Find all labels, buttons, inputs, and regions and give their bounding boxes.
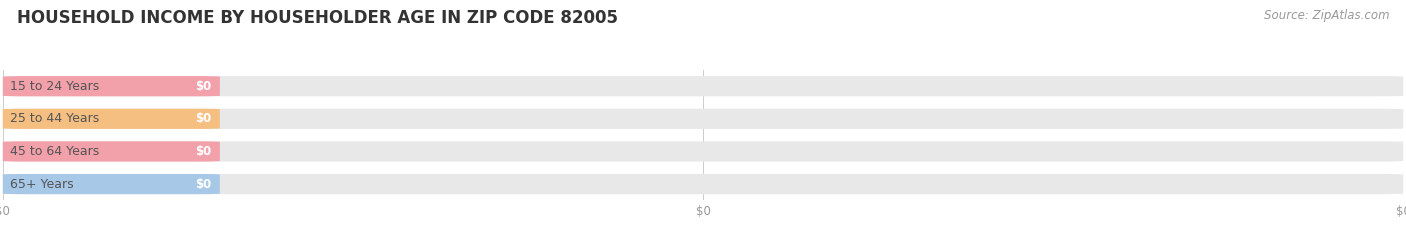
FancyBboxPatch shape xyxy=(3,109,1403,129)
Text: $0: $0 xyxy=(195,178,211,191)
FancyBboxPatch shape xyxy=(3,141,1403,161)
FancyBboxPatch shape xyxy=(3,76,219,96)
Text: Source: ZipAtlas.com: Source: ZipAtlas.com xyxy=(1264,9,1389,22)
Text: 25 to 44 Years: 25 to 44 Years xyxy=(10,112,98,125)
Text: $0: $0 xyxy=(195,80,211,93)
FancyBboxPatch shape xyxy=(3,109,219,129)
Text: HOUSEHOLD INCOME BY HOUSEHOLDER AGE IN ZIP CODE 82005: HOUSEHOLD INCOME BY HOUSEHOLDER AGE IN Z… xyxy=(17,9,617,27)
Text: 45 to 64 Years: 45 to 64 Years xyxy=(10,145,98,158)
FancyBboxPatch shape xyxy=(3,174,1403,194)
FancyBboxPatch shape xyxy=(3,174,219,194)
FancyBboxPatch shape xyxy=(3,141,219,161)
Text: 65+ Years: 65+ Years xyxy=(10,178,73,191)
FancyBboxPatch shape xyxy=(3,76,1403,96)
Text: $0: $0 xyxy=(195,145,211,158)
Text: $0: $0 xyxy=(195,112,211,125)
Text: 15 to 24 Years: 15 to 24 Years xyxy=(10,80,98,93)
